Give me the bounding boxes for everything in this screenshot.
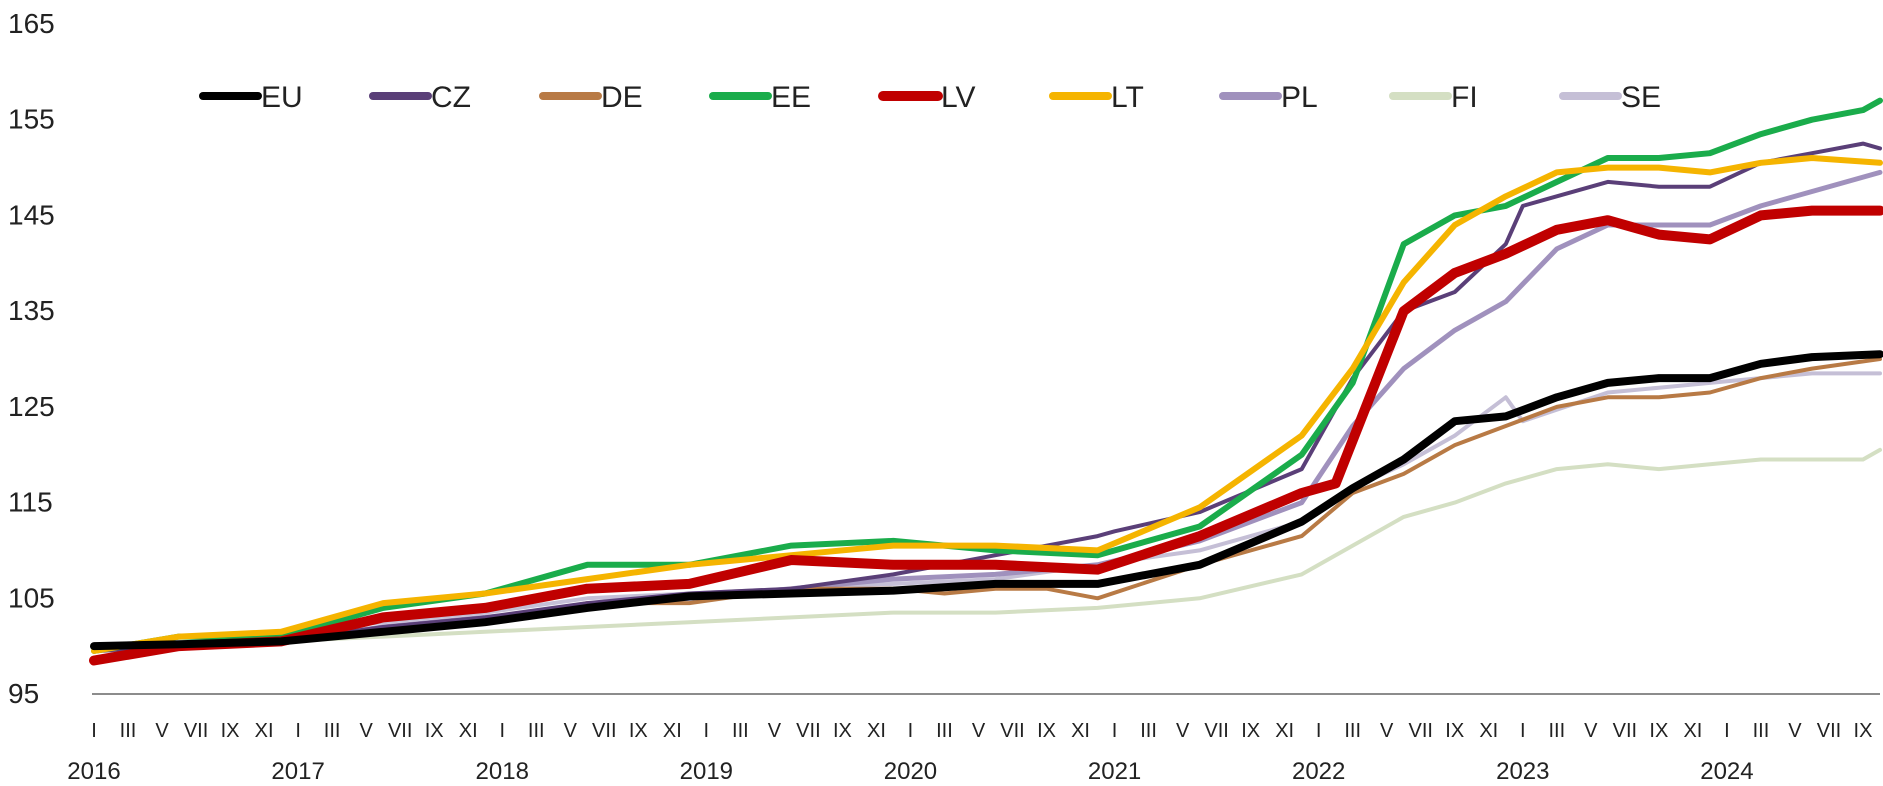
x-tick-label: VII [388,720,412,742]
x-tick-label: VII [796,720,820,742]
legend-label-lt: LT [1111,81,1144,114]
x-tick-label: V [564,720,578,742]
x-tick-label: V [1788,720,1802,742]
legend-label-de: DE [601,81,643,114]
series-line-cz [92,141,1882,653]
series-line-lt [91,155,1883,654]
x-tick-label: XI [867,720,886,742]
y-tick-label: 95 [8,678,39,709]
x-tick-label: V [1380,720,1394,742]
x-tick-label: III [324,720,341,742]
x-tick-label: III [528,720,545,742]
legend-label-eu: EU [261,81,303,114]
x-tick-label: III [1548,720,1565,742]
x-tick-label: III [1753,720,1770,742]
x-tick-label: XI [1275,720,1294,742]
x-tick-label: III [1344,720,1361,742]
x-tick-label: I [908,720,914,742]
x-year-label: 2020 [884,758,937,785]
x-tick-label: VII [1000,720,1024,742]
y-tick-label: 135 [8,295,55,326]
x-tick-label: I [1724,720,1730,742]
x-tick-label: VII [592,720,616,742]
x-tick-label: III [120,720,137,742]
y-axis: 95 105 115 125 135 145 155 165 [8,8,55,709]
y-tick-label: 125 [8,391,55,422]
x-tick-label: V [1176,720,1190,742]
legend-label-ee: EE [771,81,811,114]
x-year-label: 2019 [680,758,733,785]
x-tick-label: XI [663,720,682,742]
x-tick-label: V [155,720,169,742]
x-tick-label: III [732,720,749,742]
x-tick-label: XI [459,720,478,742]
x-tick-label: I [91,720,97,742]
y-tick-label: 105 [8,582,55,613]
x-tick-label: VII [1817,720,1841,742]
x-year-label: 2018 [476,758,529,785]
x-tick-label: V [359,720,373,742]
x-tick-label: VII [1409,720,1433,742]
x-tick-label: V [1584,720,1598,742]
y-tick-label: 155 [8,104,55,135]
x-year-label: 2016 [67,758,120,785]
x-tick-label: VII [1613,720,1637,742]
x-tick-label: I [704,720,710,742]
x-year-label: 2023 [1496,758,1549,785]
x-year-label: 2024 [1700,758,1753,785]
x-tick-label: III [1140,720,1157,742]
y-tick-label: 145 [8,199,55,230]
x-tick-label: IX [629,720,648,742]
y-tick-label: 115 [8,487,53,518]
legend-label-lv: LV [941,81,975,114]
x-tick-label: XI [1479,720,1498,742]
y-tick-label: 165 [8,8,55,39]
x-tick-label: XI [1071,720,1090,742]
x-year-label: 2017 [271,758,324,785]
x-tick-label: I [1112,720,1118,742]
x-tick-label: I [295,720,301,742]
x-year-label: 2021 [1088,758,1141,785]
x-tick-label: III [936,720,953,742]
legend-label-pl: PL [1281,81,1318,114]
x-tick-label: XI [255,720,274,742]
series-layer [89,97,1883,666]
x-tick-label: IX [1649,720,1668,742]
x-tick-label: IX [1445,720,1464,742]
x-tick-label: I [1316,720,1322,742]
x-tick-label: IX [1241,720,1260,742]
legend-label-fi: FI [1451,81,1478,114]
x-tick-label: IX [1854,720,1873,742]
legend: EU CZ DE EE LV LT PL FI SE [199,81,1661,114]
legend-label-se: SE [1621,81,1661,114]
x-tick-label: XI [1683,720,1702,742]
x-tick-label: VII [184,720,208,742]
series-line-eu [90,350,1883,651]
x-tick-label: I [1520,720,1526,742]
x-tick-label: IX [221,720,240,742]
x-tick-label: IX [425,720,444,742]
x-tick-label: V [972,720,986,742]
series-line-lv [89,205,1883,666]
x-tick-label: IX [833,720,852,742]
x-tick-label: I [499,720,505,742]
series-line-fi [92,447,1882,653]
x-tick-label: V [768,720,782,742]
legend-label-cz: CZ [431,81,471,114]
x-axis: I III V VII IX XI I III V VII IX XI I III V VII IX XI I III… [67,693,1880,785]
x-tick-label: VII [1204,720,1228,742]
x-year-label: 2022 [1292,758,1345,785]
x-tick-label: IX [1037,720,1056,742]
